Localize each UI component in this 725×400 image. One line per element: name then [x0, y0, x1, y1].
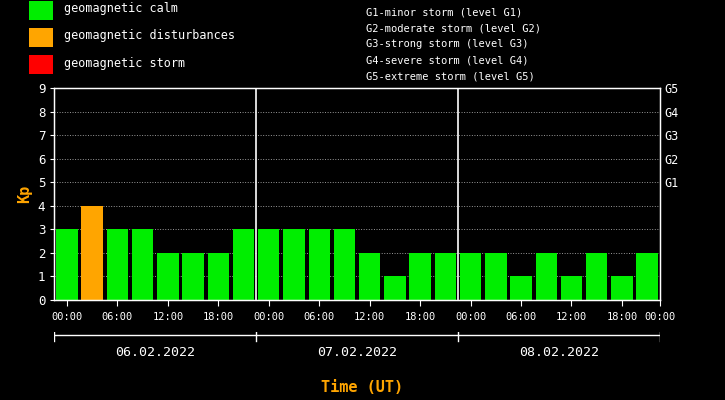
Text: G4-severe storm (level G4): G4-severe storm (level G4) — [366, 55, 529, 65]
Text: 12:00: 12:00 — [152, 312, 183, 322]
Text: G2-moderate storm (level G2): G2-moderate storm (level G2) — [366, 23, 541, 33]
Bar — [536, 253, 557, 300]
Bar — [81, 206, 103, 300]
Text: G1-minor storm (level G1): G1-minor storm (level G1) — [366, 7, 522, 17]
Bar — [183, 253, 204, 300]
Text: 00:00: 00:00 — [51, 312, 83, 322]
Bar — [258, 229, 280, 300]
Bar — [460, 253, 481, 300]
Text: 06:00: 06:00 — [304, 312, 335, 322]
Bar — [434, 253, 456, 300]
Bar — [410, 253, 431, 300]
Text: 12:00: 12:00 — [354, 312, 385, 322]
Bar — [359, 253, 381, 300]
Text: geomagnetic calm: geomagnetic calm — [64, 2, 178, 15]
Text: 06.02.2022: 06.02.2022 — [115, 346, 195, 359]
FancyBboxPatch shape — [29, 28, 53, 47]
Bar — [510, 276, 531, 300]
Bar — [57, 229, 78, 300]
Text: 18:00: 18:00 — [203, 312, 234, 322]
Text: 00:00: 00:00 — [253, 312, 284, 322]
Bar — [157, 253, 178, 300]
Text: 06:00: 06:00 — [505, 312, 536, 322]
Bar — [334, 229, 355, 300]
Text: 07.02.2022: 07.02.2022 — [317, 346, 397, 359]
Text: Time (UT): Time (UT) — [321, 380, 404, 396]
Bar — [233, 229, 254, 300]
Bar — [637, 253, 658, 300]
Text: 18:00: 18:00 — [606, 312, 637, 322]
Bar — [485, 253, 507, 300]
Text: 00:00: 00:00 — [644, 312, 676, 322]
Text: 18:00: 18:00 — [405, 312, 436, 322]
FancyBboxPatch shape — [29, 55, 53, 74]
Bar — [560, 276, 582, 300]
Bar — [132, 229, 154, 300]
Bar — [309, 229, 330, 300]
Text: 08.02.2022: 08.02.2022 — [519, 346, 599, 359]
Bar — [283, 229, 304, 300]
Bar — [207, 253, 229, 300]
Bar — [611, 276, 633, 300]
Text: 06:00: 06:00 — [102, 312, 133, 322]
Text: geomagnetic disturbances: geomagnetic disturbances — [64, 30, 235, 42]
Bar — [107, 229, 128, 300]
Bar — [384, 276, 405, 300]
Text: G3-strong storm (level G3): G3-strong storm (level G3) — [366, 39, 529, 49]
Text: 12:00: 12:00 — [556, 312, 587, 322]
Text: G5-extreme storm (level G5): G5-extreme storm (level G5) — [366, 71, 535, 81]
Text: 00:00: 00:00 — [455, 312, 486, 322]
Bar — [586, 253, 608, 300]
Text: geomagnetic storm: geomagnetic storm — [64, 57, 185, 70]
Y-axis label: Kp: Kp — [17, 185, 33, 203]
FancyBboxPatch shape — [29, 1, 53, 20]
